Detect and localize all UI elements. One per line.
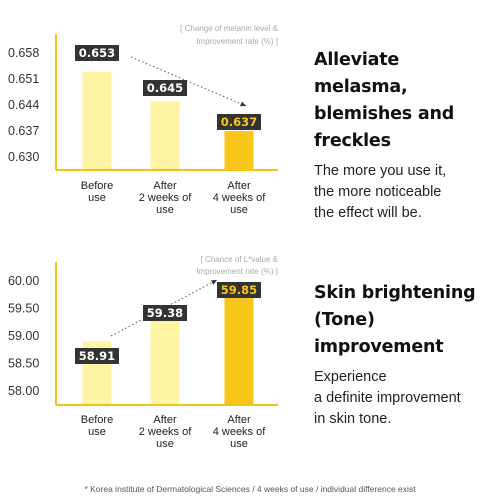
melanin-chart-note: Improvement rate (%) ]	[196, 37, 278, 46]
brightening-description-line-2: a definite improvement	[314, 390, 461, 406]
brightening-y-tick: 58.00	[8, 384, 39, 398]
brightening-x-tick-line: 4 weeks of	[213, 426, 267, 438]
brightening-x-tick-line: After	[153, 414, 177, 426]
melanin-x-tick-line: use	[88, 192, 106, 204]
melanin-value-label-box	[75, 45, 119, 61]
brightening-value-label-box	[217, 282, 261, 298]
brightening-bar	[150, 315, 180, 405]
melanin-headline-line-1: Alleviate melasma,	[314, 50, 408, 97]
brightening-y-tick: 59.00	[8, 329, 39, 343]
footnote: * Korea institute of Dermatological Scie…	[84, 484, 416, 494]
melanin-headline-line-2: blemishes and	[314, 104, 455, 124]
melanin-bar	[150, 101, 180, 170]
brightening-text-block: Skin brightening (Tone) improvement Expe…	[314, 280, 498, 430]
brightening-value-label-box	[143, 305, 187, 321]
melanin-y-tick: 0.637	[8, 124, 39, 138]
melanin-x-tick-line: 2 weeks of	[139, 192, 193, 204]
melanin-panel: 0.658 0.651 0.644 0.637 0.630 [ Change of mel…	[0, 0, 500, 240]
melanin-x-tick-line: After	[153, 180, 177, 192]
brightening-headline-line-2: (Tone)	[314, 310, 375, 330]
brightening-value-label: 58.91	[79, 349, 115, 363]
melanin-x-tick-line: Before	[81, 180, 113, 192]
melanin-y-tick: 0.651	[8, 72, 39, 86]
brightening-bar	[224, 289, 254, 405]
brightening-trend-arrowhead	[211, 280, 217, 285]
melanin-chart-note: [ Change of melanin level &	[180, 24, 279, 33]
melanin-x-tick: After 2 weeks of use	[139, 180, 193, 216]
melanin-x-tick-line: use	[156, 204, 174, 216]
melanin-x-tick: Before use	[81, 180, 113, 204]
brightening-y-tick: 60.00	[8, 274, 39, 288]
brightening-panel: 60.00 59.50 59.00 58.50 58.00 [ Chance of L*v…	[0, 240, 500, 470]
brightening-value-label-box	[75, 348, 119, 364]
melanin-description-line-2: the more noticeable	[314, 184, 442, 200]
brightening-x-tick-line: use	[156, 438, 174, 450]
brightening-x-tick-line: Before	[81, 414, 113, 426]
brightening-x-tick-line: use	[88, 426, 106, 438]
melanin-bar	[82, 71, 112, 170]
melanin-trend-arrowhead	[240, 101, 246, 107]
brightening-description-line-1: Experience	[314, 369, 387, 385]
melanin-y-tick: 0.644	[8, 98, 39, 112]
brightening-x-tick: Before use	[81, 414, 113, 438]
melanin-description-line-3: the effect will be.	[314, 205, 422, 221]
brightening-chart-note: Improvement rate (%) ]	[196, 267, 278, 276]
brightening-chart-note: [ Chance of L*value &	[201, 255, 279, 264]
melanin-y-tick: 0.658	[8, 46, 39, 60]
melanin-x-tick-line: After	[227, 180, 251, 192]
brightening-value-label: 59.85	[221, 283, 257, 297]
melanin-chart: 0.658 0.651 0.644 0.637 0.630 [ Change of mel…	[8, 24, 279, 216]
melanin-value-label: 0.645	[147, 81, 183, 95]
brightening-x-tick: After 4 weeks of use	[213, 414, 267, 450]
brightening-y-tick: 58.50	[8, 357, 39, 371]
melanin-headline: Alleviate melasma, blemishes and freckle…	[314, 47, 498, 155]
melanin-headline-line-3: freckles	[314, 131, 391, 151]
brightening-x-tick-line: After	[227, 414, 251, 426]
melanin-description: The more you use it, the more noticeable…	[314, 161, 498, 224]
melanin-value-label-box	[143, 80, 187, 96]
melanin-x-tick: After 4 weeks of use	[213, 180, 267, 216]
brightening-x-tick-line: use	[230, 438, 248, 450]
melanin-bar	[224, 131, 254, 170]
melanin-text-block: Alleviate melasma, blemishes and freckle…	[314, 47, 498, 224]
brightening-x-tick-line: 2 weeks of	[139, 426, 193, 438]
brightening-x-tick: After 2 weeks of use	[139, 414, 193, 450]
brightening-y-tick: 59.50	[8, 302, 39, 316]
melanin-description-line-1: The more you use it,	[314, 163, 447, 179]
melanin-x-tick-line: use	[230, 204, 248, 216]
brightening-value-label: 59.38	[147, 306, 183, 320]
brightening-description: Experience a definite improvement in ski…	[314, 367, 498, 430]
melanin-x-tick-line: 4 weeks of	[213, 192, 267, 204]
melanin-value-label: 0.637	[221, 115, 257, 129]
brightening-headline-line-3: improvement	[314, 337, 444, 357]
melanin-value-label: 0.653	[79, 46, 115, 60]
brightening-headline: Skin brightening (Tone) improvement	[314, 280, 498, 361]
melanin-y-tick: 0.630	[8, 150, 39, 164]
brightening-description-line-3: in skin tone.	[314, 411, 392, 427]
brightening-chart: 60.00 59.50 59.00 58.50 58.00 [ Chance of L*v…	[8, 255, 279, 450]
melanin-value-label-box	[217, 114, 261, 130]
melanin-trend-line	[130, 56, 247, 107]
brightening-headline-line-1: Skin brightening	[314, 283, 476, 303]
